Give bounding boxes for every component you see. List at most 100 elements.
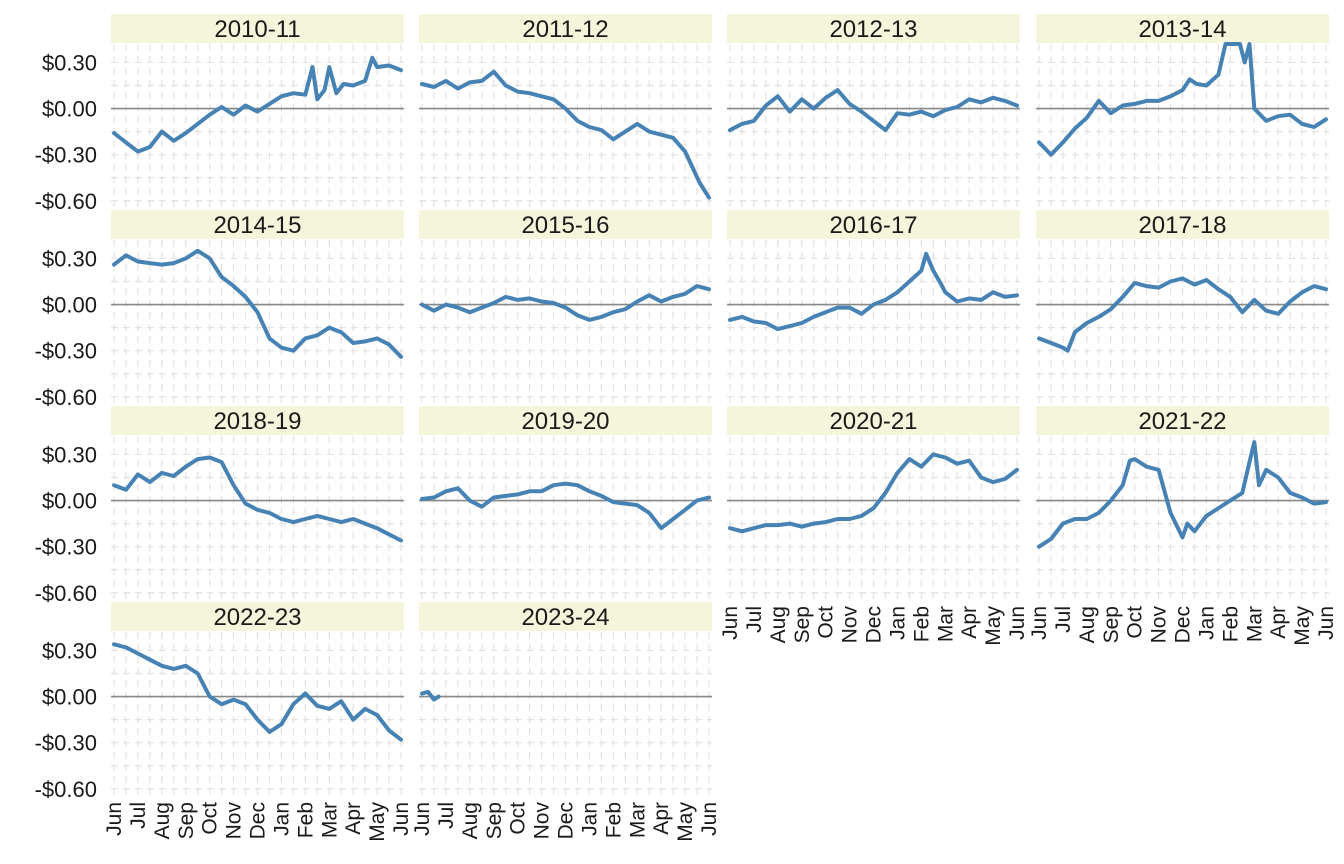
y-tick-label: -$0.60 [35,581,97,606]
facet-panel: 2019-20 [419,406,712,602]
x-tick-label: Jan [578,802,601,836]
gridlines [419,632,712,798]
y-tick-label: $0.00 [42,685,97,710]
gridlines [419,436,712,602]
facet-strip-label: 2011-12 [522,16,608,43]
x-tick-label: Aug [459,802,482,839]
x-tick-label: Sep [791,606,814,643]
x-tick-label: Mar [1243,606,1266,642]
y-tick-label: -$0.30 [35,339,97,364]
facet-panel: 2016-17 [727,210,1020,406]
gridlines [727,240,1020,406]
y-tick-label: $0.30 [42,442,97,467]
x-tick-label: Mar [934,606,957,642]
series-line [420,481,711,531]
x-tick-label: May [1291,606,1314,646]
y-tick-label: -$0.60 [35,385,97,410]
x-tick-label: Nov [531,802,554,840]
gridlines [111,240,404,406]
x-tick-label: Jun [1006,606,1029,640]
y-tick-label: -$0.30 [35,535,97,560]
facet-strip [419,602,712,631]
x-tick-label: Jan [886,606,909,640]
facet-strip [111,210,404,239]
gridlines [111,44,404,210]
x-tick-label: Jan [1195,606,1218,640]
x-tick-label: Aug [1076,606,1099,643]
facet-panel: 2012-13 [727,14,1020,210]
facet-strip [727,406,1020,435]
facet-strip [727,210,1020,239]
series-line [112,248,403,359]
y-tick-label: -$0.30 [35,731,97,756]
x-tick-label: Aug [767,606,790,643]
x-tick-label: Oct [1124,606,1147,639]
series-line [112,642,403,742]
x-tick-label: Sep [483,802,506,839]
x-tick-label: Dec [1172,606,1195,643]
facet-strip [111,406,404,435]
facet-panel: 2015-16 [419,210,712,406]
facet-strip [419,406,712,435]
x-tick-label: Mar [626,802,649,838]
x-tick-label: Jul [435,802,458,829]
series-line [1037,276,1328,353]
gridlines [1036,436,1329,602]
x-tick-label: Jul [743,606,766,633]
x-tick-label: Dec [247,802,270,839]
x-tick-label: Feb [294,802,317,838]
y-tick-label: -$0.30 [35,143,97,168]
facet-strip [1036,406,1329,435]
x-tick-label: Jun [103,802,126,836]
facet-strip-label: 2010-11 [214,16,300,43]
facet-strip-label: 2016-17 [829,212,917,239]
gridlines [111,436,404,602]
facet-strip [111,14,404,43]
series-line [420,689,441,702]
facet-strip [419,14,712,43]
gridlines [111,632,404,798]
gridlines [1036,240,1329,406]
x-tick-label: Dec [555,802,578,839]
x-tick-label: Oct [199,802,222,835]
y-tick-label: $0.30 [42,246,97,271]
facet-strip-label: 2013-14 [1138,16,1226,43]
y-tick-label: -$0.60 [35,777,97,802]
series-line [1037,440,1328,549]
facet-panels: 2010-11 $0.30 $0.00 -$0.30 -$0.60 2011-12 2012… [35,14,1338,842]
gridlines [727,436,1020,602]
x-tick-label: Oct [507,802,530,835]
series-line [420,284,711,322]
x-tick-label: Feb [910,606,933,642]
facet-strip-label: 2020-21 [829,408,917,435]
x-tick-label: Apr [1267,606,1290,639]
x-tick-label: Oct [815,606,838,639]
x-tick-label: Dec [863,606,886,643]
x-tick-label: Jul [1052,606,1075,633]
facet-panel: 2017-18 [1036,210,1329,406]
x-tick-label: Sep [1100,606,1123,643]
x-tick-label: Feb [1219,606,1242,642]
x-tick-label: Apr [342,802,365,835]
y-tick-label: $0.30 [42,638,97,663]
gridlines [419,44,712,210]
facet-strip [419,210,712,239]
facet-strip [111,602,404,631]
facet-strip-label: 2022-23 [213,604,301,631]
x-tick-label: May [366,802,389,842]
gridlines [727,44,1020,210]
y-tick-label: $0.00 [42,489,97,514]
x-tick-label: Jul [127,802,150,829]
facet-strip-label: 2019-20 [521,408,609,435]
facet-strip-label: 2014-15 [213,212,301,239]
x-tick-label: May [982,606,1005,646]
facet-panel: 2014-15 $0.30 $0.00 -$0.30 -$0.60 [35,210,404,410]
x-tick-label: May [674,802,697,842]
facet-panel: 2013-14 [1036,14,1329,210]
gridlines [1036,44,1329,210]
series-line [728,452,1019,534]
gridlines [419,240,712,406]
facet-strip-label: 2021-22 [1138,408,1226,435]
